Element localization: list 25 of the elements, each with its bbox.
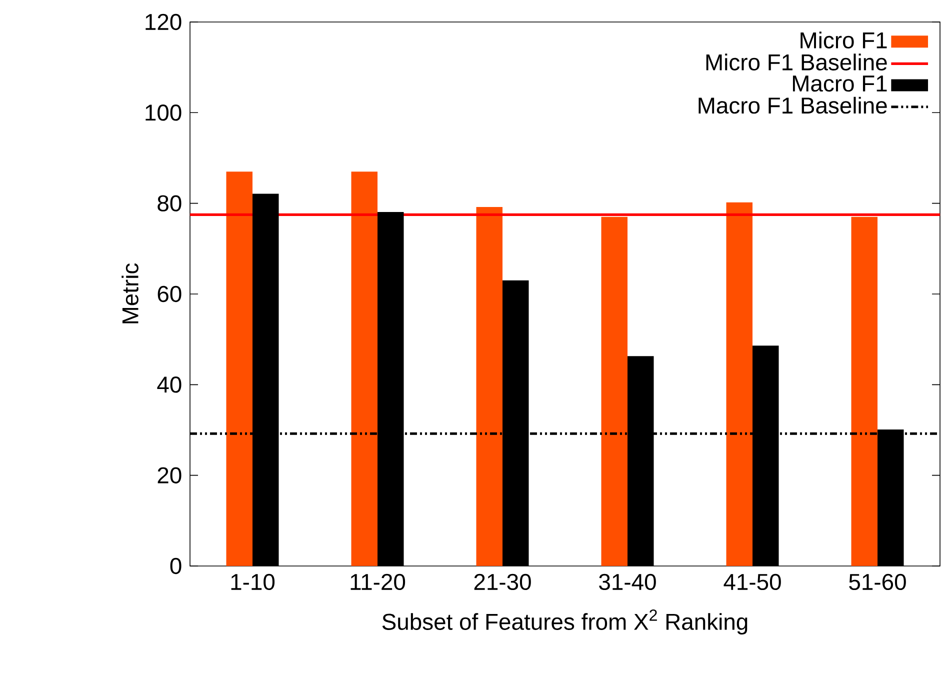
bar: [601, 216, 628, 566]
bar: [351, 172, 378, 566]
y-tick-label: 60: [158, 286, 182, 302]
x-tick-label: 31-40: [599, 574, 656, 590]
legend-label: Macro F1: [792, 76, 887, 92]
bar: [476, 206, 503, 566]
x-tick-label: 51-60: [849, 574, 906, 590]
y-tick-label: 40: [157, 376, 182, 393]
x-tick-label: 1-10: [231, 574, 275, 590]
bar: [726, 202, 753, 566]
y-tick-label: 0: [170, 558, 182, 574]
y-tick-label: 20: [158, 467, 182, 484]
legend-label: Micro F1 Baseline: [706, 54, 887, 70]
x-tick-label: 41-50: [724, 574, 781, 590]
x-tick-label: 21-30: [474, 574, 531, 590]
y-tick-label: 80: [158, 195, 182, 212]
y-axis-title: Metric: [122, 263, 138, 324]
bar: [851, 216, 878, 566]
x-tick-label: 11-20: [350, 574, 406, 590]
y-tick-label: 100: [146, 104, 182, 121]
x-axis-title: Subset of Features from X$^{2}$ Ranking: [382, 610, 748, 634]
legend-label: Micro F1: [800, 32, 887, 48]
bar: [226, 172, 252, 566]
legend-label: Macro F1 Baseline: [698, 96, 887, 114]
y-tick-label: 120: [146, 14, 182, 30]
